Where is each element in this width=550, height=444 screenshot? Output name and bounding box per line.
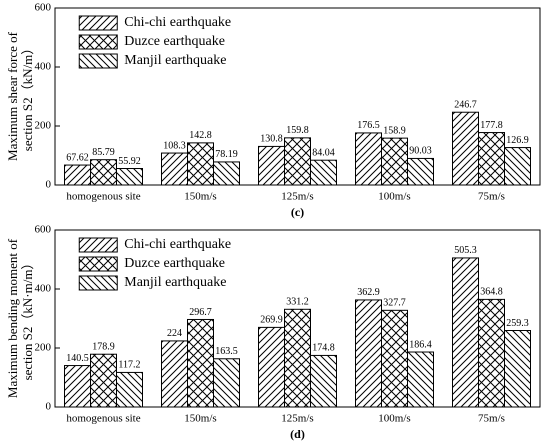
bar [355, 132, 382, 186]
data-label: 140.5 [66, 353, 89, 364]
y-axis-label: Maximum shear force of [5, 31, 20, 161]
bar [258, 326, 285, 408]
bar [284, 308, 311, 408]
caption: (c) [291, 205, 304, 219]
data-label: 142.8 [189, 130, 212, 141]
bar [381, 137, 408, 186]
data-label: 178.9 [92, 342, 115, 353]
data-label: 364.8 [480, 287, 503, 298]
bar [381, 309, 408, 408]
data-label: 85.79 [92, 147, 115, 158]
bar [161, 152, 188, 186]
x-tick-label: 125m/s [281, 191, 313, 203]
y-tick-label: 0 [46, 401, 52, 413]
legend-swatch [78, 256, 118, 272]
bar [407, 157, 434, 186]
bar [90, 159, 117, 186]
bar [90, 353, 117, 408]
bar [213, 161, 240, 186]
data-label: 67.62 [66, 152, 89, 163]
bar [213, 358, 240, 408]
bar [452, 257, 479, 408]
legend-label: Manjil earthquake [124, 53, 226, 68]
bar [310, 159, 337, 186]
legend-label: Chi-chi earthquake [124, 15, 231, 30]
y-tick-label: 400 [35, 61, 52, 73]
data-label: 269.9 [260, 315, 283, 326]
data-label: 186.4 [409, 339, 432, 350]
bar [407, 351, 434, 408]
data-label: 174.8 [312, 343, 335, 354]
y-tick-label: 200 [35, 342, 52, 354]
y-axis-label: Maximum bending moment of [5, 238, 20, 398]
bar [187, 142, 214, 186]
legend-swatch [78, 237, 118, 253]
y-tick-label: 200 [35, 120, 52, 132]
data-label: 55.92 [118, 156, 141, 167]
legend-swatch [78, 15, 118, 31]
x-tick-label: homogenous site [66, 191, 140, 203]
bar [478, 132, 505, 186]
data-label: 327.7 [383, 298, 406, 309]
bar [310, 354, 337, 408]
data-label: 246.7 [454, 100, 477, 111]
x-tick-label: 75m/s [478, 191, 505, 203]
x-tick-label: 150m/s [184, 191, 216, 203]
legend-swatch [78, 34, 118, 50]
data-label: 362.9 [357, 287, 380, 298]
y-tick-label: 400 [35, 283, 52, 295]
data-label: 159.8 [286, 125, 309, 136]
data-label: 177.8 [480, 120, 503, 131]
data-label: 163.5 [215, 346, 238, 357]
x-tick-label: 100m/s [378, 413, 410, 425]
data-label: 117.2 [118, 360, 140, 371]
y-tick-label: 600 [35, 224, 52, 236]
data-label: 130.8 [260, 134, 283, 145]
data-label: 224 [167, 328, 182, 339]
x-tick-label: 125m/s [281, 413, 313, 425]
data-label: 126.9 [506, 135, 529, 146]
data-label: 259.3 [506, 318, 529, 329]
bar [161, 340, 188, 408]
bar [355, 299, 382, 408]
data-label: 505.3 [454, 245, 477, 256]
bar [258, 145, 285, 186]
data-label: 158.9 [383, 125, 406, 136]
bar [504, 330, 531, 408]
legend-label: Chi-chi earthquake [124, 237, 231, 252]
bar [284, 137, 311, 186]
data-label: 78.19 [215, 149, 238, 160]
legend-label: Duzce earthquake [124, 256, 225, 271]
data-label: 176.5 [357, 120, 380, 131]
bar [504, 147, 531, 186]
x-tick-label: 100m/s [378, 191, 410, 203]
legend-label: Manjil earthquake [124, 275, 226, 290]
data-label: 84.04 [312, 148, 335, 159]
x-tick-label: 75m/s [478, 413, 505, 425]
x-tick-label: 150m/s [184, 413, 216, 425]
data-label: 108.3 [163, 140, 186, 151]
data-label: 331.2 [286, 297, 309, 308]
legend-label: Duzce earthquake [124, 34, 225, 49]
caption: (d) [290, 427, 305, 441]
y-axis-label: section S2（kN/m） [20, 42, 35, 151]
bar [116, 371, 143, 408]
x-tick-label: homogenous site [66, 413, 140, 425]
y-tick-label: 600 [35, 2, 52, 14]
bar [116, 168, 143, 186]
legend-swatch [78, 275, 118, 291]
data-label: 296.7 [189, 307, 212, 318]
data-label: 90.03 [409, 146, 432, 157]
bar [478, 298, 505, 408]
bar [452, 111, 479, 186]
bar [64, 164, 91, 186]
bar [187, 318, 214, 408]
y-axis-label: section S2（kN·m/m） [20, 257, 35, 381]
bar [64, 365, 91, 408]
legend-swatch [78, 53, 118, 69]
y-tick-label: 0 [46, 179, 52, 191]
